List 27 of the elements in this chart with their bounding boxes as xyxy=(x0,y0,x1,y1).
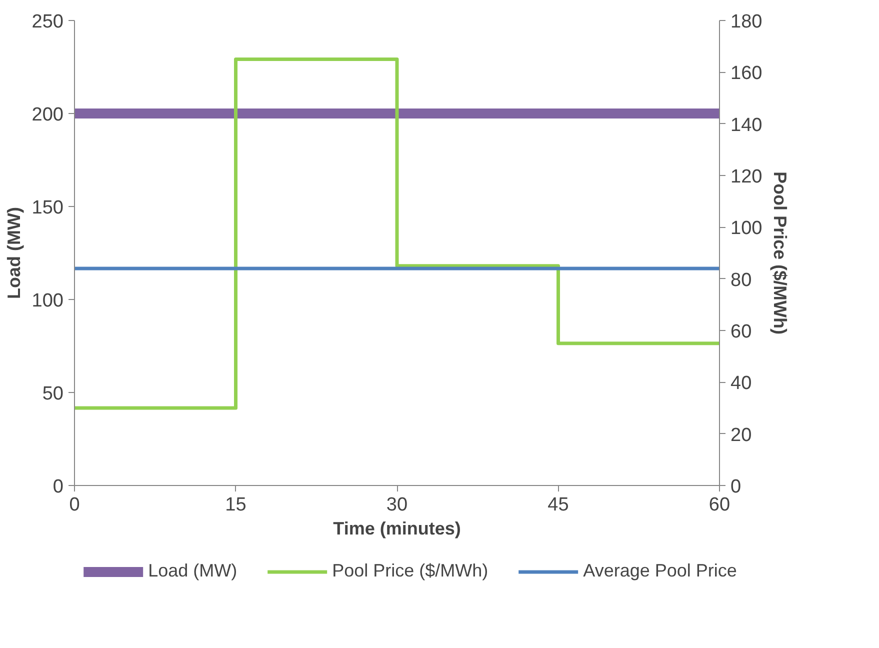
y-tick-label: 150 xyxy=(32,198,64,218)
y2-tick-label: 140 xyxy=(730,114,762,136)
y2-tick-label: 0 xyxy=(730,476,742,498)
y2-tick-label: 180 xyxy=(730,12,762,32)
legend-label: Load (MW) xyxy=(148,560,238,582)
x-tick-label: 15 xyxy=(225,494,246,516)
y2-tick-label: 20 xyxy=(730,424,752,446)
y-tick-label: 50 xyxy=(42,384,64,404)
x-tick-label: 45 xyxy=(548,494,569,516)
x-tick-label: 30 xyxy=(386,494,408,516)
y2-tick-label: 160 xyxy=(730,63,762,84)
y2-tick-label: 100 xyxy=(730,218,762,240)
y2-axis-title: Pool Price ($/MWh) xyxy=(770,171,790,335)
y-axis-title: Load (MW) xyxy=(4,207,24,299)
x-tick-label: 0 xyxy=(69,494,80,516)
y-tick-label: 200 xyxy=(32,104,64,126)
legend-label: Average Pool Price xyxy=(583,560,737,582)
y-tick-label: 0 xyxy=(52,476,64,498)
y-tick-label: 250 xyxy=(32,12,64,32)
x-tick-label: 60 xyxy=(708,494,730,516)
y-tick-label: 100 xyxy=(32,290,64,312)
legend-label: Pool Price ($/MWh) xyxy=(332,560,488,582)
y2-tick-label: 40 xyxy=(730,373,752,394)
y2-tick-label: 80 xyxy=(730,270,752,291)
x-axis-title: Time (minutes) xyxy=(333,518,461,538)
y2-tick-label: 120 xyxy=(730,166,762,188)
y2-tick-label: 60 xyxy=(730,322,752,342)
